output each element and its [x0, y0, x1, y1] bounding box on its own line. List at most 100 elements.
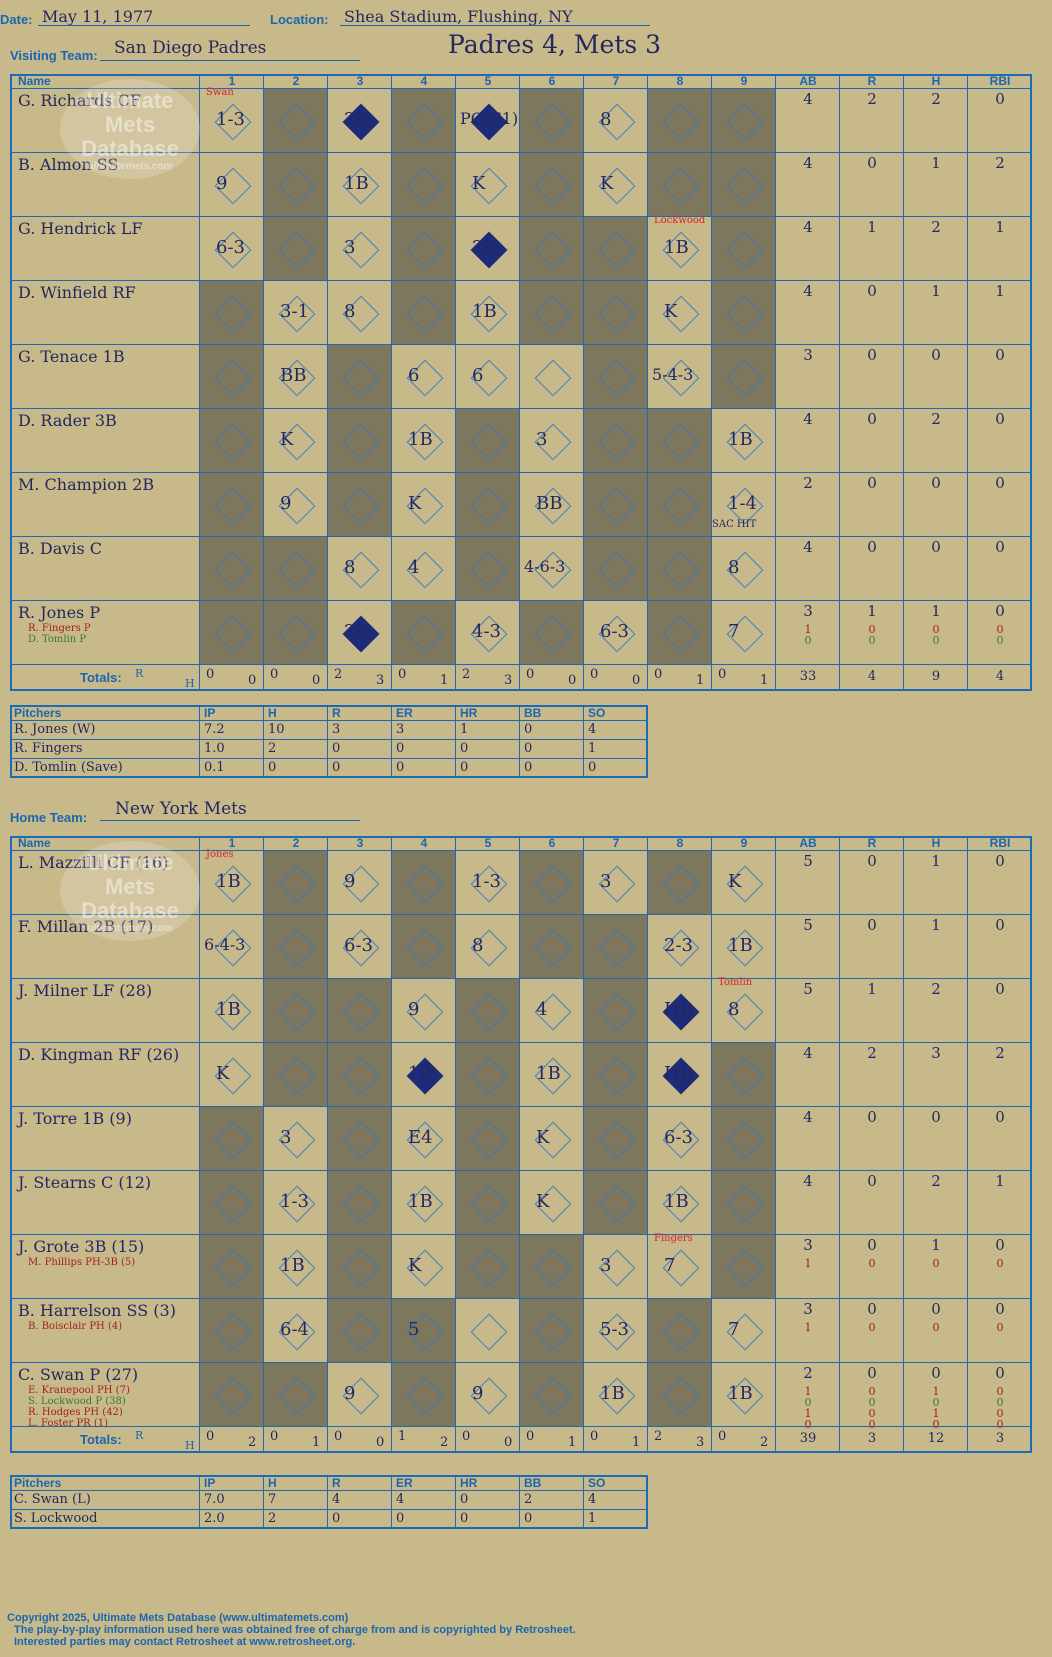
home-at-bat-cell [712, 1171, 776, 1235]
home-inning-header-cell [648, 836, 712, 851]
home-play-result: 1B [728, 935, 753, 956]
visitors-pitcher-stat: 3 [396, 722, 405, 737]
visitors-rh-cell [392, 665, 456, 691]
home-runs-value: 0 [590, 1429, 599, 1444]
visitors-base-diamond [342, 423, 380, 461]
visitors-pitcher-stat: 0 [332, 760, 341, 775]
home-hits-value: 3 [696, 1435, 705, 1450]
visitors-stat-cell [840, 473, 904, 537]
home-player-cell [10, 915, 200, 979]
visitors-at-bat-cell [200, 601, 264, 665]
visitors-stat-cell [968, 601, 1032, 665]
visitors-pitcher-stat: 1.0 [204, 741, 225, 756]
visitors-at-bat-cell [712, 153, 776, 217]
visitors-at-bat-cell [712, 89, 776, 153]
home-stat-cell [840, 1363, 904, 1427]
home-at-bat-cell [520, 1235, 584, 1299]
home-pitcher-stat: 7.0 [204, 1492, 225, 1507]
visitors-base-diamond [278, 103, 316, 141]
visitors-rh-cell [264, 665, 328, 691]
home-inning-header-cell [712, 836, 776, 851]
visitors-at-bat-cell: K [584, 153, 648, 217]
home-stat-value: 1 [995, 1172, 1005, 1190]
visitors-stat-cell [776, 153, 840, 217]
home-totals-cell [10, 1427, 200, 1453]
visitors-play-result: 1B [344, 173, 369, 194]
home-pitcher-stat: 4 [396, 1492, 405, 1507]
home-play-result: 1B [664, 1191, 689, 1212]
visitors-base-diamond [662, 487, 700, 525]
home-player-cell [10, 851, 200, 915]
visitors-base-diamond [470, 551, 508, 589]
visitors-stat-value: 0 [867, 282, 877, 300]
home-stat-value: 0 [867, 852, 877, 870]
home-stat-value: 1 [867, 980, 877, 998]
visitors-at-bat-cell: 3-1 [264, 281, 328, 345]
visitors-at-bat-cell: K [264, 409, 328, 473]
visitors-sub-stat-value: 0 [996, 623, 1004, 636]
home-stat-value: 0 [995, 916, 1005, 934]
home-hits-value: 0 [376, 1435, 385, 1450]
home-at-bat-cell [328, 1107, 392, 1171]
visitors-at-bat-cell [520, 217, 584, 281]
visitors-player-cell [10, 281, 200, 345]
visitors-stat-cell [840, 153, 904, 217]
visitors-inning-header: 6 [548, 74, 556, 88]
visitors-pitcher-cell [392, 759, 456, 778]
visitors-base-diamond [406, 295, 444, 333]
home-pitcher-name: C. Swan (L) [14, 1492, 91, 1507]
home-stat-cell [776, 1043, 840, 1107]
visitors-hits-value: 1 [696, 673, 705, 688]
home-base-diamond [342, 1121, 380, 1159]
home-sub-stat-value: 0 [996, 1385, 1004, 1398]
home-rh-cell [648, 1427, 712, 1453]
visitors-play-result: BB [536, 493, 563, 514]
home-at-bat-cell: 1B [584, 1363, 648, 1427]
visitors-stat-value: 2 [995, 154, 1005, 172]
home-play-result: 3 [600, 1255, 612, 1276]
home-play-result: 6-3 [344, 935, 373, 956]
home-at-bat-cell: 1B [648, 1171, 712, 1235]
visitors-base-diamond [278, 615, 316, 653]
home-stat-header-cell [840, 836, 904, 851]
home-at-bat-cell: 1B [264, 1235, 328, 1299]
visitors-play-result: 1-4 [728, 493, 757, 514]
home-pitcher-cell [584, 1491, 648, 1510]
visitors-stat-cell [968, 89, 1032, 153]
home-inning-header-cell [200, 836, 264, 851]
visitors-inning-header: 5 [484, 74, 492, 88]
visitors-player-name: G. Tenace 1B [18, 347, 125, 366]
home-sub-stat-value: 0 [804, 1396, 812, 1409]
visitors-at-bat-cell [712, 281, 776, 345]
home-substitute-name: R. Hodges PH (42) [28, 1407, 123, 1418]
visitors-stat-cell [904, 601, 968, 665]
visitors-watermark-text: Ultimate [86, 88, 174, 113]
visitors-at-bat-cell: 3 [328, 217, 392, 281]
visitors-sac-hit-note: SAC HIT [712, 519, 757, 530]
home-stat-cell [840, 1299, 904, 1363]
home-inning-header: 9 [740, 836, 748, 850]
home-stat-value: 0 [867, 1108, 877, 1126]
home-at-bat-cell [648, 1299, 712, 1363]
home-at-bat-cell [584, 979, 648, 1043]
home-pitcher-cell [584, 1510, 648, 1529]
home-rh-cell [456, 1427, 520, 1453]
visitors-stat-cell [968, 537, 1032, 601]
home-at-bat-cell [584, 1171, 648, 1235]
visitors-base-diamond [726, 167, 764, 205]
visitors-total-stat-value: 4 [995, 669, 1005, 684]
visitors-stat-header: H [931, 74, 941, 88]
home-play-result: 1-3 [472, 871, 501, 892]
home-base-diamond [726, 1185, 764, 1223]
home-at-bat-cell: K [520, 1171, 584, 1235]
home-stat-cell [840, 851, 904, 915]
home-base-diamond [214, 1377, 252, 1415]
home-base-diamond [534, 1249, 572, 1287]
home-play-result: 1B [216, 999, 241, 1020]
home-rh-cell [392, 1427, 456, 1453]
home-play-result: 6-3 [664, 1127, 693, 1148]
visitors-at-bat-cell: 6 [456, 345, 520, 409]
visitors-play-result: 6-3 [600, 621, 629, 642]
home-stat-value: 0 [995, 980, 1005, 998]
home-play-result: 7 [728, 1319, 740, 1340]
